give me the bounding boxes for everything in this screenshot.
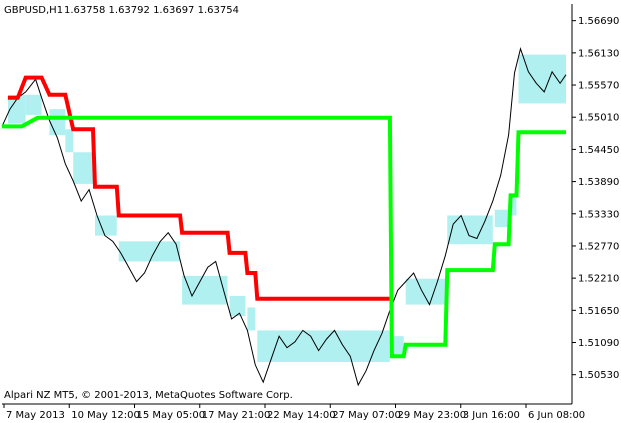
range-box-15	[510, 195, 517, 216]
range-box-3	[65, 129, 74, 153]
range-box-11	[391, 336, 404, 357]
header-ohlc: 1.63758 1.63792 1.63697 1.63754	[64, 5, 239, 16]
range-boxes	[7, 54, 566, 363]
y-tick-label: 1.52770	[578, 241, 619, 252]
range-box-1	[25, 94, 42, 115]
y-tick-label: 1.51650	[578, 306, 619, 317]
x-tick-label: 22 May 14:00	[267, 410, 336, 421]
range-box-16	[518, 54, 566, 104]
x-tick-label: 7 May 2013	[6, 410, 65, 421]
x-tick-label: 10 May 12:00	[71, 410, 140, 421]
range-box-9	[247, 307, 256, 331]
range-box-10	[257, 330, 390, 363]
y-tick-label: 1.55570	[578, 81, 619, 92]
range-box-14	[494, 209, 509, 227]
x-tick-label: 3 Jun 16:00	[463, 410, 520, 421]
range-box-6	[118, 241, 181, 262]
range-box-8	[229, 295, 246, 317]
header-symbol: GBPUSD,H1	[4, 5, 63, 16]
range-box-0	[7, 94, 26, 124]
y-tick-label: 1.51090	[578, 338, 619, 349]
x-tick-label: 17 May 21:00	[202, 410, 271, 421]
copyright-text: Alpari NZ MT5, © 2001-2013, MetaQuotes S…	[4, 390, 293, 401]
y-tick-label: 1.56690	[578, 16, 619, 27]
y-tick-label: 1.52210	[578, 274, 619, 285]
lower-stop-line	[2, 115, 566, 359]
stop-lines	[2, 75, 566, 359]
range-box-4	[73, 152, 94, 184]
y-tick-label: 1.50530	[578, 370, 619, 381]
x-tick-label: 15 May 05:00	[137, 410, 206, 421]
x-tick-label: 29 May 23:00	[398, 410, 467, 421]
y-tick-label: 1.56130	[578, 48, 619, 59]
y-tick-label: 1.53890	[578, 177, 619, 188]
x-tick-label: 6 Jun 08:00	[528, 410, 585, 421]
axes: 1.56690 1.56130 1.55570 1.55010 1.54450 1.538…	[2, 4, 619, 421]
y-tick-label: 1.53330	[578, 209, 619, 220]
upper-stop-line	[7, 75, 390, 301]
range-box-5	[95, 215, 117, 236]
range-box-12	[405, 278, 446, 305]
y-tick-label: 1.55010	[578, 113, 619, 124]
x-tick-label: 27 May 07:00	[332, 410, 401, 421]
price-series-line	[1, 47, 567, 387]
price-line	[1, 47, 567, 387]
range-box-2	[49, 109, 66, 136]
y-tick-label: 1.54450	[578, 145, 619, 156]
